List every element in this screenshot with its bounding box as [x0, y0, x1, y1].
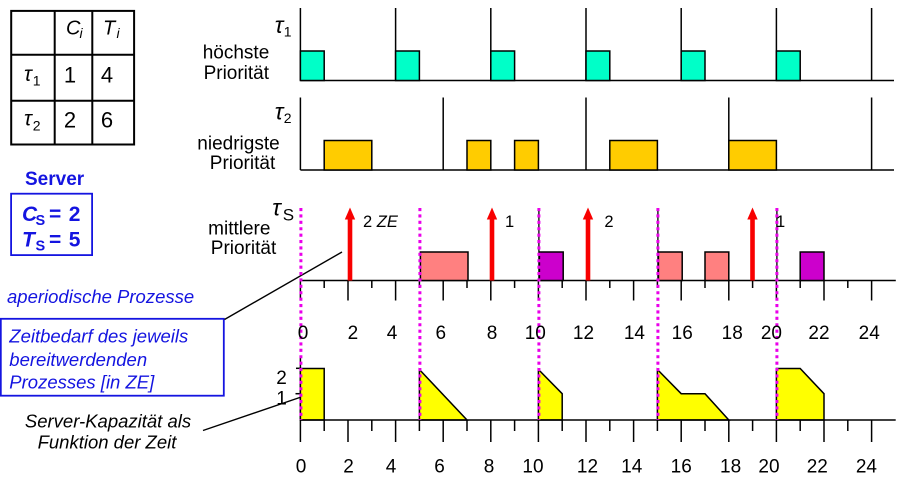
svg-text:16: 16: [671, 457, 692, 476]
svg-text:14: 14: [621, 457, 643, 476]
svg-text:4: 4: [386, 457, 397, 476]
svg-text:1: 1: [33, 73, 41, 89]
svg-text:C: C: [22, 203, 38, 226]
svg-text:Funktion der Zeit: Funktion der Zeit: [38, 432, 178, 453]
svg-text:τ: τ: [275, 12, 285, 38]
svg-text:0: 0: [298, 323, 309, 344]
svg-text:2: 2: [69, 203, 81, 226]
svg-text:24: 24: [859, 323, 881, 344]
svg-text:Zeitbedarf des jeweils: Zeitbedarf des jeweils: [8, 326, 188, 347]
svg-text:2 ZE: 2 ZE: [363, 213, 399, 231]
svg-text:τ: τ: [24, 63, 33, 86]
svg-text:1: 1: [284, 23, 292, 39]
svg-text:2: 2: [348, 323, 359, 344]
svg-text:24: 24: [856, 457, 878, 476]
svg-text:8: 8: [484, 457, 495, 476]
svg-text:0: 0: [296, 457, 307, 476]
svg-text:T: T: [103, 18, 117, 40]
svg-text:=: =: [49, 229, 61, 252]
svg-text:16: 16: [672, 323, 693, 344]
svg-text:niedrigste: niedrigste: [197, 133, 279, 154]
svg-text:18: 18: [720, 457, 741, 476]
svg-text:6: 6: [436, 323, 447, 344]
svg-text:T: T: [22, 229, 37, 252]
svg-text:10: 10: [525, 323, 546, 344]
svg-text:14: 14: [624, 323, 646, 344]
svg-text:i: i: [80, 25, 84, 41]
svg-text:i: i: [117, 25, 121, 41]
svg-text:20: 20: [758, 457, 779, 476]
svg-text:22: 22: [807, 457, 828, 476]
svg-text:22: 22: [808, 323, 829, 344]
svg-text:S: S: [283, 206, 294, 225]
svg-text:2: 2: [284, 110, 292, 126]
svg-text:20: 20: [761, 323, 782, 344]
svg-text:6: 6: [434, 457, 445, 476]
svg-text:5: 5: [69, 229, 81, 252]
svg-text:2: 2: [604, 213, 613, 231]
svg-text:18: 18: [722, 323, 743, 344]
svg-text:S: S: [36, 213, 46, 229]
svg-text:Server: Server: [25, 169, 85, 190]
svg-text:τ: τ: [24, 108, 33, 131]
svg-text:höchste: höchste: [203, 43, 270, 64]
svg-text:12: 12: [573, 323, 594, 344]
svg-text:4: 4: [387, 323, 398, 344]
svg-text:1: 1: [64, 62, 76, 87]
svg-text:Prozesses [in ZE]: Prozesses [in ZE]: [9, 372, 155, 393]
svg-text:=: =: [49, 203, 61, 226]
svg-text:Server-Kapazität als: Server-Kapazität als: [25, 411, 191, 432]
svg-text:4: 4: [101, 62, 113, 87]
svg-text:2: 2: [33, 117, 41, 133]
svg-text:τ: τ: [275, 98, 285, 124]
svg-text:1: 1: [776, 213, 785, 231]
svg-text:Priorität: Priorität: [211, 238, 277, 259]
svg-text:2: 2: [276, 368, 287, 389]
svg-text:aperiodische Prozesse: aperiodische Prozesse: [7, 286, 194, 307]
svg-text:2: 2: [64, 108, 76, 133]
svg-text:6: 6: [101, 108, 113, 133]
svg-text:10: 10: [522, 457, 543, 476]
svg-text:Priorität: Priorität: [204, 63, 270, 84]
svg-text:Priorität: Priorität: [210, 153, 276, 174]
svg-text:S: S: [36, 238, 46, 254]
svg-text:mittlere: mittlere: [208, 219, 270, 240]
svg-text:2: 2: [343, 457, 354, 476]
svg-text:1: 1: [505, 213, 514, 231]
svg-text:C: C: [66, 18, 81, 40]
svg-text:8: 8: [487, 323, 498, 344]
svg-text:τ: τ: [272, 195, 282, 221]
svg-text:bereitwerdenden: bereitwerdenden: [9, 349, 147, 370]
svg-text:1: 1: [276, 389, 287, 410]
svg-text:12: 12: [577, 457, 598, 476]
